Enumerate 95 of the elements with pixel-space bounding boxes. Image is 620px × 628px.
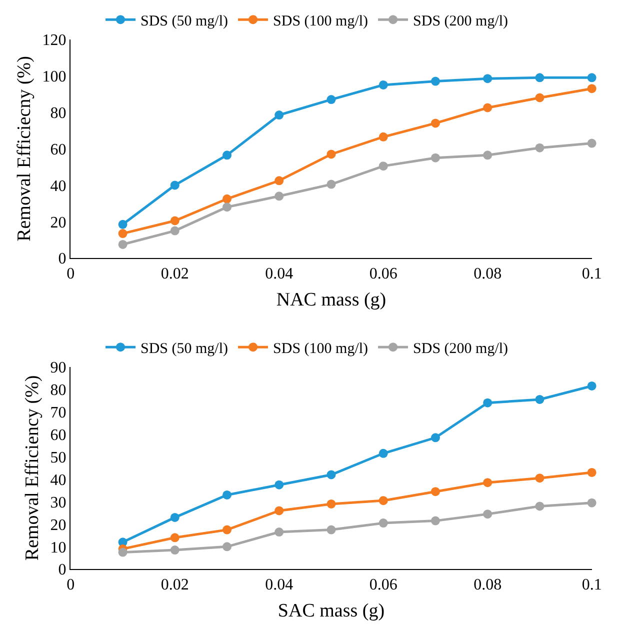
- y-tick-label: 20: [50, 214, 66, 232]
- y-tick-label: 90: [50, 359, 66, 376]
- point: [378, 162, 388, 171]
- point: [222, 150, 232, 160]
- y-tick-label: 30: [50, 494, 66, 512]
- point: [430, 516, 440, 526]
- point: [587, 138, 596, 148]
- point: [430, 153, 440, 162]
- point: [535, 143, 544, 152]
- x-tick-label: 0.08: [474, 265, 502, 282]
- point: [587, 73, 596, 82]
- y-tick-label: 40: [50, 472, 66, 489]
- x-tick-label: 0.04: [265, 265, 294, 282]
- point: [326, 470, 336, 480]
- point: [222, 194, 232, 204]
- x-tick-label: 0.02: [160, 265, 189, 282]
- y-tick-label: 50: [50, 449, 66, 466]
- point: [274, 176, 284, 186]
- point: [483, 510, 492, 519]
- legend-label: SDS (50 mg/l): [140, 13, 228, 30]
- point: [118, 240, 128, 249]
- point: [430, 433, 440, 442]
- point: [222, 490, 232, 500]
- point: [170, 512, 180, 522]
- y-tick-label: 0: [58, 562, 66, 579]
- point: [274, 192, 284, 201]
- point: [483, 398, 492, 408]
- legend-label: SDS (100 mg/l): [273, 340, 368, 357]
- legend-label: SDS (50 mg/l): [140, 340, 228, 357]
- point: [170, 546, 180, 555]
- x-tick-label: 0.06: [369, 576, 398, 594]
- point: [535, 93, 544, 102]
- y-tick-label: 80: [50, 104, 66, 122]
- point: [326, 525, 336, 534]
- point: [118, 220, 128, 229]
- point: [222, 525, 232, 534]
- y-tick-label: 60: [50, 426, 66, 444]
- point: [483, 478, 492, 488]
- legend-label: SDS (100 mg/l): [273, 13, 368, 30]
- point: [587, 468, 596, 477]
- point: [170, 180, 180, 190]
- y-tick-label: 120: [42, 32, 66, 49]
- point: [535, 73, 544, 82]
- y-tick-label: 60: [50, 141, 66, 158]
- point: [587, 498, 596, 508]
- x-axis-title: SAC mass (g): [278, 600, 385, 622]
- point: [535, 502, 544, 511]
- point: [483, 150, 492, 160]
- y-tick-label: 80: [50, 382, 66, 399]
- point: [430, 118, 440, 128]
- point: [170, 216, 180, 226]
- x-tick-label: 0.02: [160, 576, 189, 594]
- x-tick-label: 0.1: [582, 265, 602, 282]
- point: [587, 84, 596, 94]
- point: [535, 474, 544, 483]
- legend-label: SDS (200 mg/l): [413, 340, 508, 357]
- point: [430, 76, 440, 86]
- point: [274, 480, 284, 490]
- y-tick-label: 20: [50, 516, 66, 534]
- point: [222, 202, 232, 212]
- point: [378, 518, 388, 528]
- x-tick-label: 0.04: [265, 576, 294, 594]
- point: [483, 74, 492, 84]
- point: [326, 180, 336, 189]
- legend-label: SDS (200 mg/l): [413, 13, 508, 30]
- point: [118, 548, 128, 557]
- y-tick-label: 10: [50, 539, 66, 556]
- point: [378, 80, 388, 90]
- x-axis-title: NAC mass (g): [276, 289, 386, 310]
- x-tick-label: 0.08: [474, 576, 502, 594]
- point: [535, 394, 544, 404]
- point: [326, 499, 336, 508]
- point: [483, 103, 492, 112]
- y-axis-title: Removal Efficiency (%): [22, 375, 44, 561]
- y-tick-label: 0: [58, 250, 66, 268]
- point: [274, 110, 284, 120]
- point: [274, 506, 284, 516]
- point: [430, 487, 440, 496]
- y-axis-title: Removal Efficiecny (%): [14, 56, 36, 242]
- point: [587, 381, 596, 390]
- x-tick-label: 0.06: [369, 265, 398, 282]
- x-tick-label: 0.1: [582, 576, 602, 594]
- point: [326, 95, 336, 104]
- y-tick-label: 40: [50, 178, 66, 195]
- point: [378, 496, 388, 506]
- y-tick-label: 100: [42, 68, 66, 86]
- point: [274, 528, 284, 537]
- point: [222, 542, 232, 552]
- point: [378, 448, 388, 458]
- point: [326, 150, 336, 159]
- point: [170, 226, 180, 236]
- point: [378, 132, 388, 142]
- point: [170, 533, 180, 542]
- point: [118, 229, 128, 238]
- y-tick-label: 70: [50, 404, 66, 422]
